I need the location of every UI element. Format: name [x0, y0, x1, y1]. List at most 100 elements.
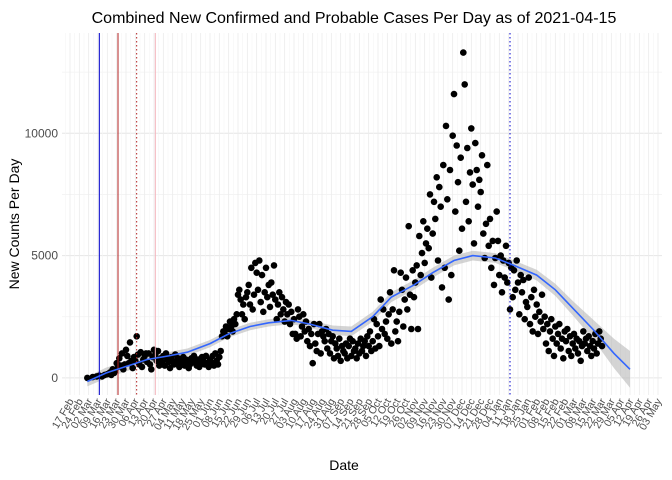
data-point [148, 366, 155, 373]
data-point [416, 232, 423, 240]
data-point [520, 276, 527, 284]
data-point [538, 291, 546, 299]
data-point [214, 361, 222, 368]
data-point [514, 279, 522, 286]
data-point [465, 218, 473, 225]
data-point [126, 339, 134, 346]
data-point [388, 340, 395, 347]
data-point [530, 286, 538, 294]
data-point [560, 355, 567, 362]
data-point [385, 311, 393, 318]
data-point [217, 347, 224, 355]
data-point [526, 320, 534, 328]
data-point [445, 296, 453, 303]
data-point [409, 267, 417, 274]
data-point [270, 262, 278, 269]
data-point [274, 301, 282, 308]
data-point [486, 215, 494, 223]
data-point [255, 257, 263, 264]
data-point [596, 328, 603, 335]
data-point [550, 352, 558, 360]
data-point [442, 122, 450, 130]
data-point [540, 325, 547, 333]
grid [62, 33, 662, 395]
data-point [572, 345, 579, 352]
data-point [269, 291, 277, 299]
data-point [374, 333, 382, 340]
data-point [570, 330, 578, 338]
data-point [568, 352, 575, 360]
data-point [412, 279, 419, 286]
data-point [162, 350, 170, 357]
data-point [444, 196, 451, 203]
data-point [452, 208, 459, 215]
data-point [232, 320, 239, 328]
data-point [532, 313, 539, 321]
data-point [425, 244, 433, 252]
data-point [488, 264, 495, 272]
data-point [300, 311, 307, 318]
data-point [365, 342, 373, 350]
data-point [574, 350, 582, 357]
data-point [556, 320, 563, 328]
data-point [420, 218, 427, 225]
data-point [430, 198, 438, 206]
data-point [361, 337, 369, 345]
data-point [84, 374, 91, 382]
data-points [84, 49, 606, 382]
data-point [254, 286, 262, 294]
data-point [541, 313, 548, 321]
data-point [348, 352, 355, 360]
data-point [349, 337, 357, 345]
data-point [549, 335, 556, 343]
data-point [513, 257, 520, 264]
data-point [429, 230, 437, 237]
data-point [245, 281, 252, 289]
data-point [397, 269, 405, 277]
data-point [362, 352, 370, 360]
data-point [333, 345, 341, 352]
data-point [434, 257, 442, 264]
data-point [468, 125, 475, 132]
data-point [285, 301, 293, 308]
data-point [138, 363, 146, 371]
data-point [414, 325, 422, 333]
data-point [236, 286, 243, 294]
data-point [205, 363, 212, 371]
data-point [389, 306, 397, 313]
data-point [309, 359, 317, 367]
data-point [562, 337, 570, 345]
data-point [264, 293, 271, 301]
data-point [577, 357, 584, 365]
data-point [336, 335, 343, 343]
data-point [512, 286, 519, 294]
data-point [277, 311, 285, 318]
data-point [288, 308, 295, 316]
data-point [266, 303, 274, 311]
reference-lines [98, 33, 511, 395]
data-point [528, 293, 535, 301]
data-point [517, 271, 524, 279]
data-point [345, 342, 353, 350]
data-point [240, 301, 247, 308]
data-point [542, 340, 550, 347]
data-point [569, 340, 576, 347]
data-point [308, 330, 315, 338]
data-point [501, 274, 509, 281]
data-point [580, 328, 587, 335]
data-point [253, 269, 260, 277]
data-point [329, 333, 337, 340]
data-point [246, 301, 254, 308]
data-point [544, 320, 551, 328]
y-tick-label: 0 [51, 371, 58, 385]
data-point [276, 289, 283, 296]
data-point [366, 328, 374, 335]
data-point [537, 318, 544, 325]
data-point [494, 237, 502, 245]
data-point [405, 222, 413, 230]
data-point [557, 345, 564, 352]
data-point [334, 352, 342, 360]
data-point [462, 198, 470, 206]
